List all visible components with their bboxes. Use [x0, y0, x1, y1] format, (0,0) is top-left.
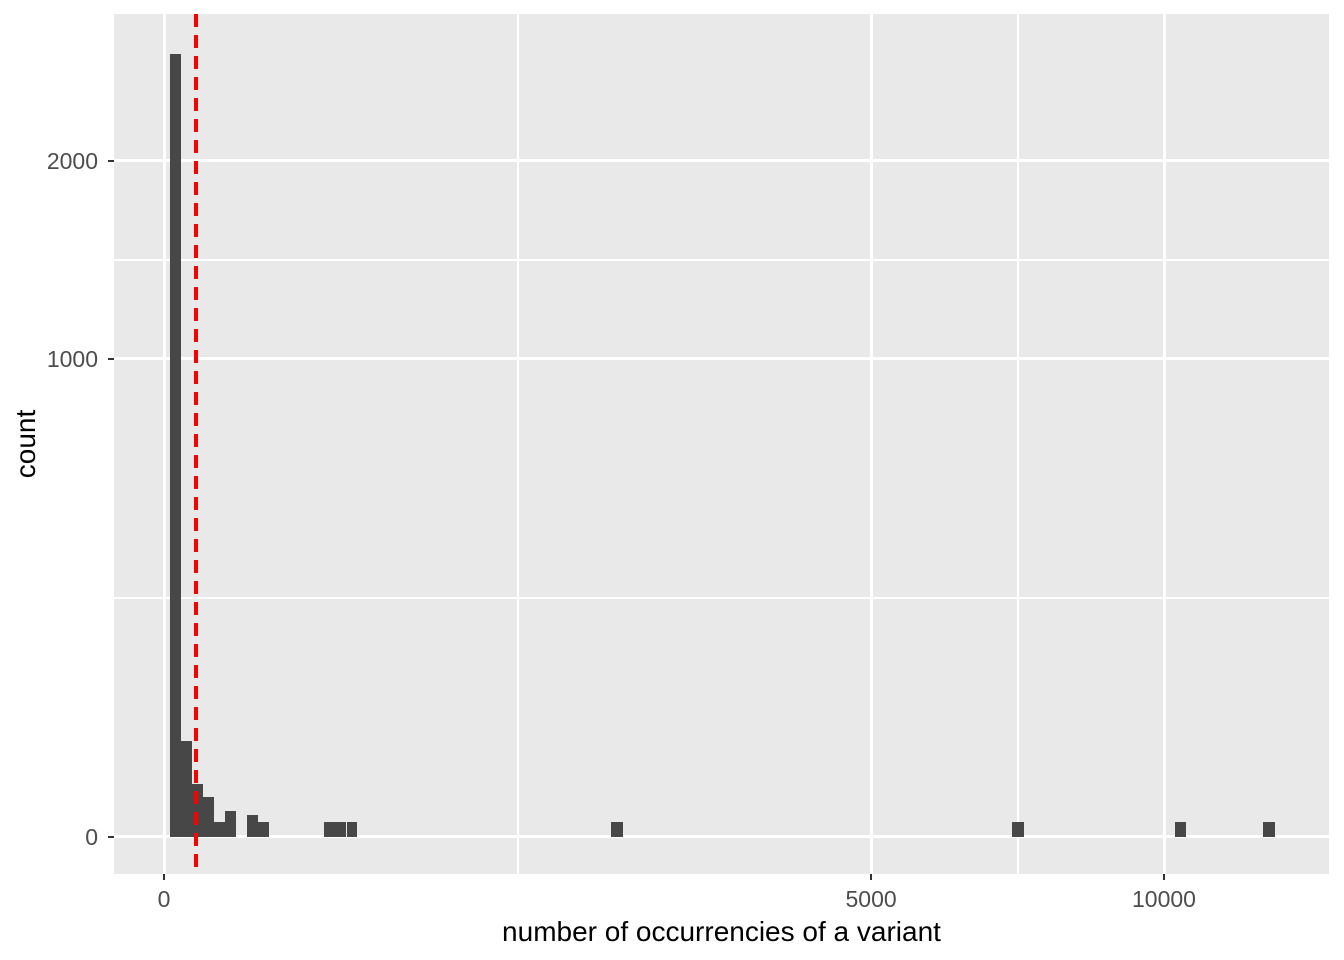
threshold-vline — [193, 14, 198, 874]
y-axis-title: count — [10, 409, 41, 479]
y-axis-tick-label: 2000 — [46, 147, 98, 174]
x-axis-tick-label: 5000 — [845, 886, 897, 912]
histogram-bar — [181, 741, 193, 837]
histogram-bar — [335, 821, 347, 837]
y-axis-tick-mark — [108, 835, 114, 838]
histogram-bar — [203, 796, 215, 837]
histogram-bar — [192, 784, 204, 837]
histogram-bar — [225, 810, 237, 837]
histogram-bar — [214, 821, 226, 837]
gridline-x-minor — [516, 14, 519, 874]
plot-panel — [114, 14, 1329, 874]
histogram-bar — [258, 821, 270, 837]
gridline-x-major — [1162, 14, 1166, 874]
histogram-bar — [1263, 821, 1275, 837]
y-axis-tick-label: 0 — [85, 823, 98, 850]
histogram-bar — [324, 821, 336, 837]
y-axis-tick-label: 1000 — [46, 345, 98, 372]
x-axis-tick-label: 0 — [157, 886, 171, 912]
y-axis-tick-mark — [108, 159, 114, 162]
x-axis-tick-mark — [870, 874, 873, 880]
x-axis-tick-label: 10000 — [1132, 886, 1196, 912]
histogram-bar — [247, 815, 259, 837]
x-axis-title: number of occurrencies of a variant — [502, 916, 941, 947]
gridline-y-minor — [114, 258, 1329, 261]
gridline-y-major — [114, 357, 1329, 361]
gridline-y-major — [114, 835, 1329, 839]
histogram-bar — [1012, 821, 1024, 837]
x-axis-tick-mark — [1163, 874, 1165, 880]
gridline-y-major — [114, 159, 1329, 163]
histogram-bar — [346, 821, 358, 837]
gridline-x-minor — [1016, 14, 1019, 874]
gridline-x-major — [869, 14, 873, 874]
histogram-bar — [611, 821, 623, 837]
gridline-y-minor — [114, 596, 1329, 599]
gridline-x-major — [162, 14, 166, 874]
histogram-bar — [1174, 821, 1187, 837]
y-axis-tick-mark — [108, 357, 114, 360]
histogram-bar — [169, 53, 182, 837]
x-axis-tick-mark — [163, 874, 165, 880]
